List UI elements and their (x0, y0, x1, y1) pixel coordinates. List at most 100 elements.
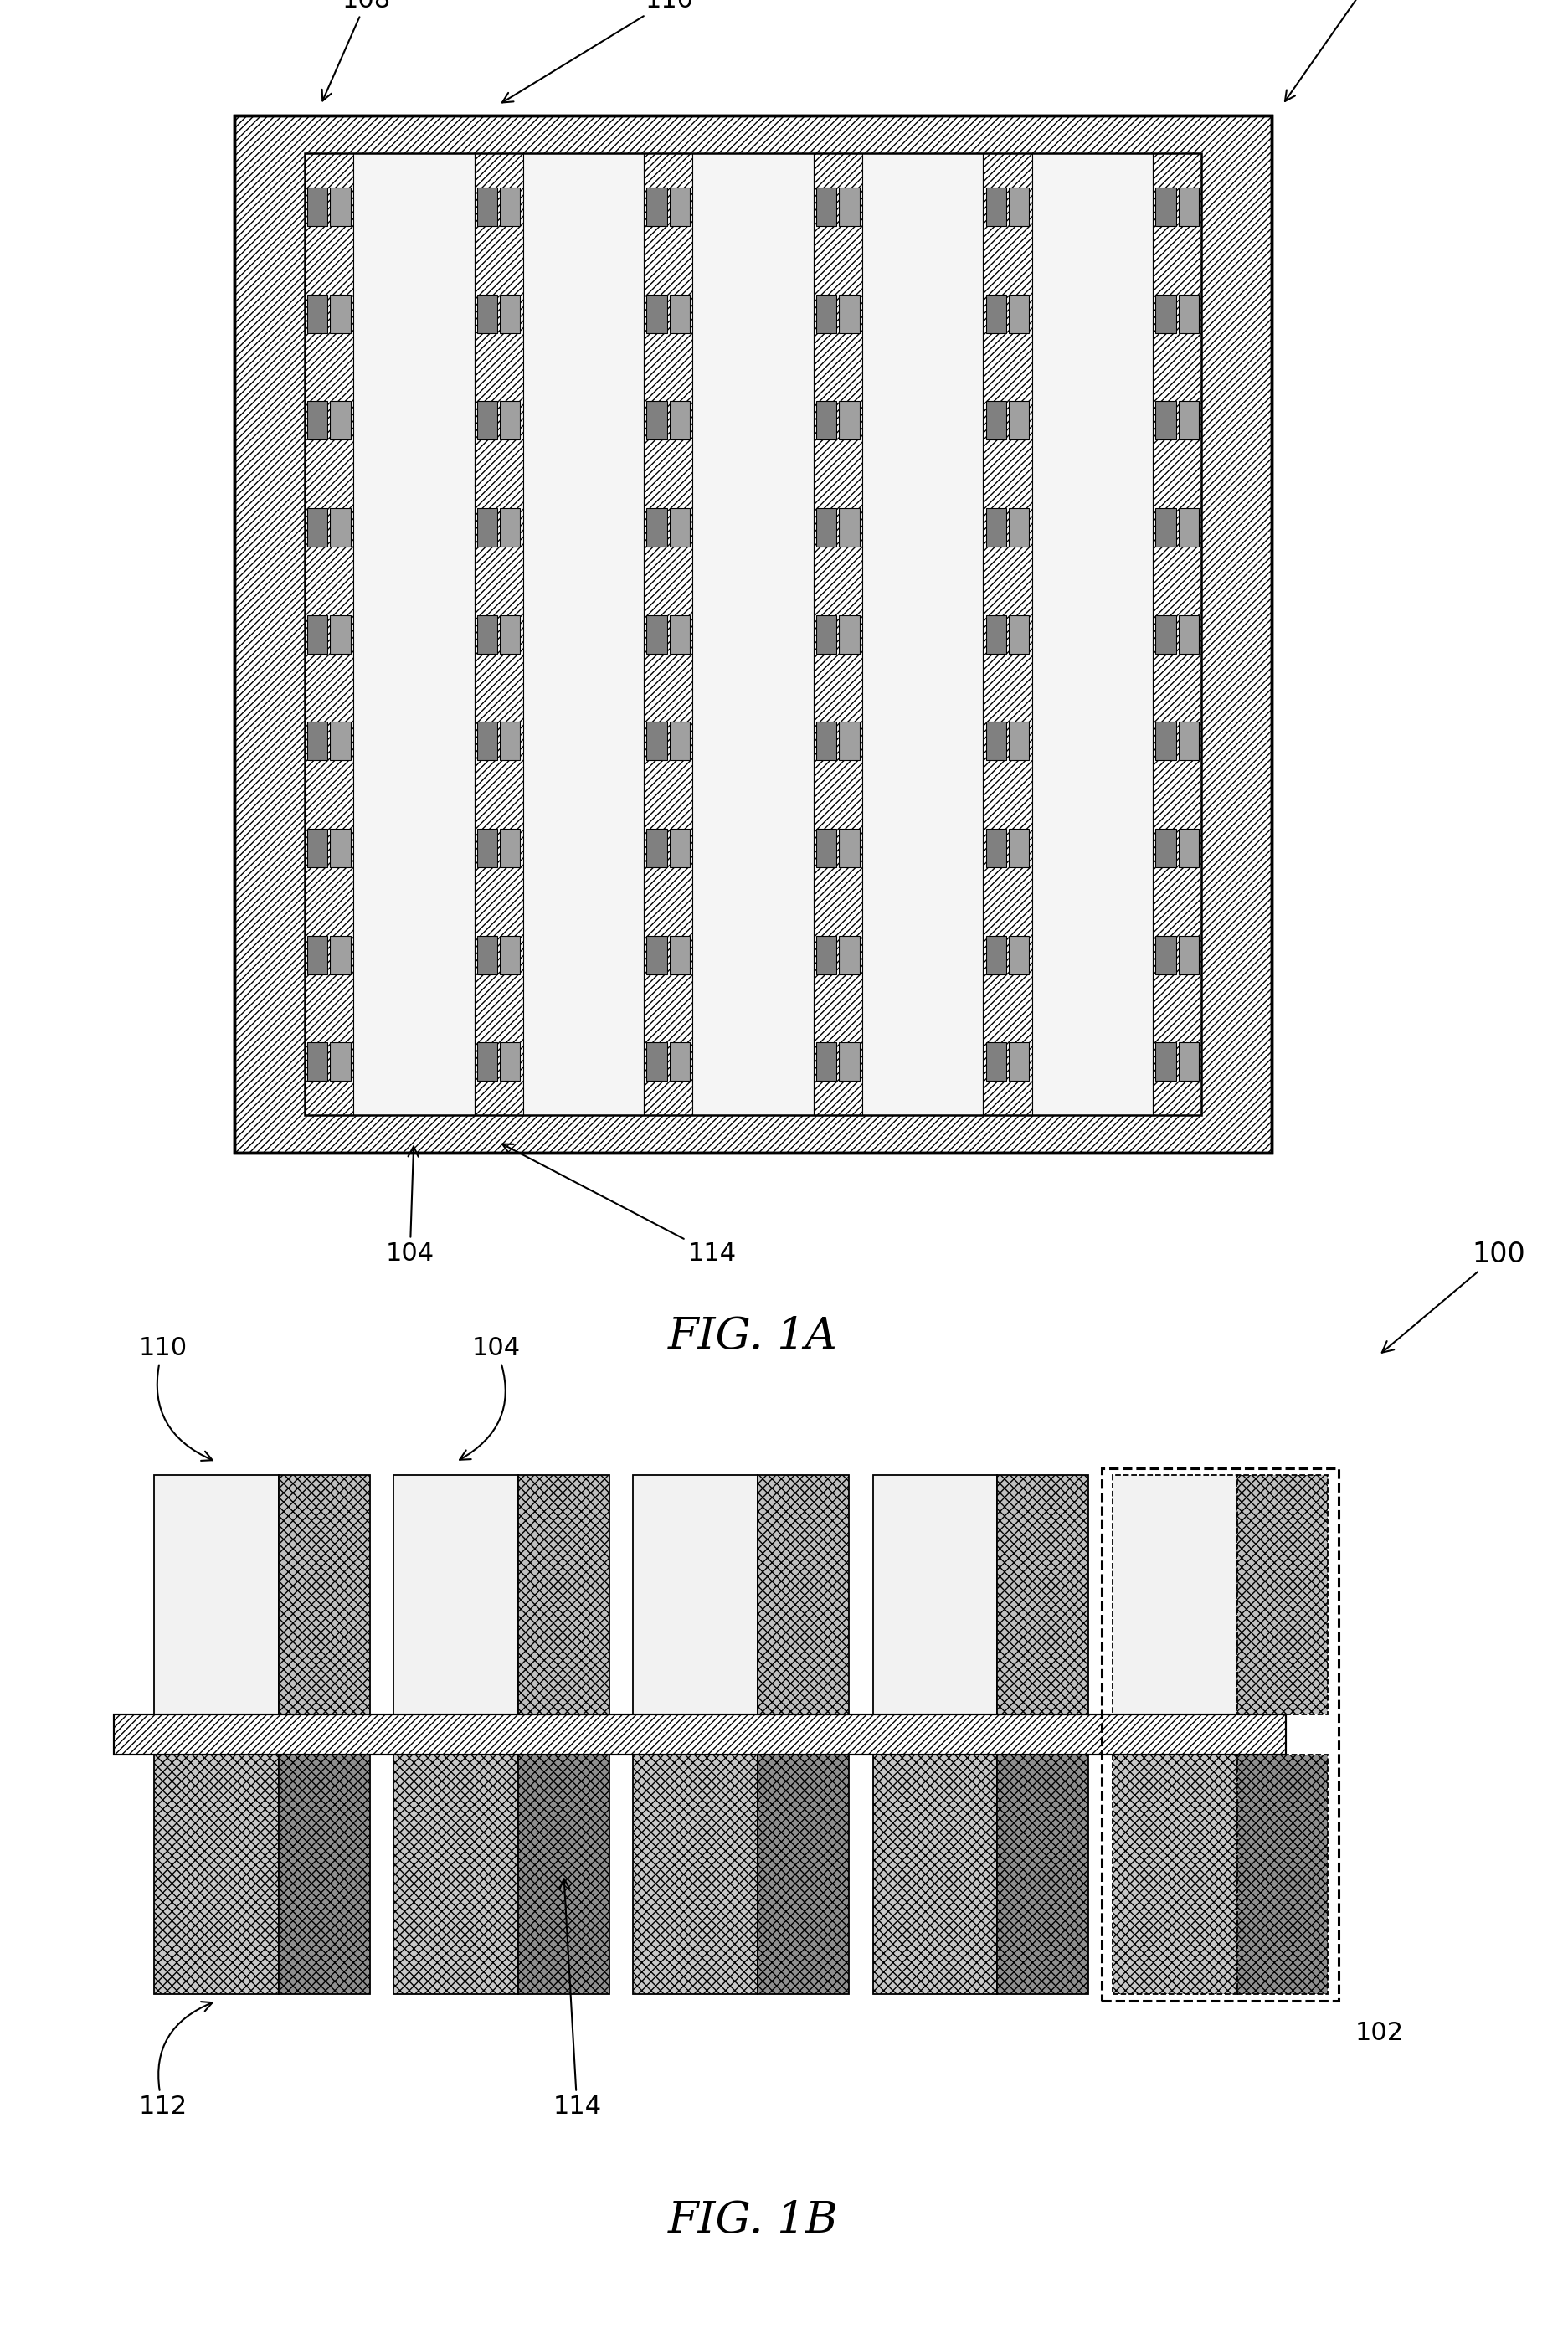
Bar (1112, 1475, 1237, 1715)
Bar (670, 294, 690, 334)
Bar (500, 829, 521, 867)
Bar (477, 615, 497, 653)
Bar (646, 294, 666, 334)
Bar (1154, 829, 1176, 867)
Bar (691, 153, 814, 1116)
Bar (329, 402, 351, 439)
Bar (815, 188, 836, 226)
Bar (839, 188, 859, 226)
Text: 112: 112 (138, 2001, 212, 2119)
Bar (985, 294, 1005, 334)
Bar (1154, 402, 1176, 439)
Bar (633, 1755, 757, 1994)
Bar (154, 1475, 279, 1715)
Bar (307, 615, 328, 653)
Bar (1154, 1043, 1176, 1081)
Bar (839, 294, 859, 334)
Bar (477, 935, 497, 975)
Bar (1178, 188, 1198, 226)
Bar (1154, 615, 1176, 653)
Bar (815, 721, 836, 761)
Bar (1008, 721, 1029, 761)
Bar (1154, 294, 1176, 334)
Bar (114, 1715, 1284, 1755)
Bar (500, 721, 521, 761)
Bar (307, 829, 328, 867)
Bar (1032, 153, 1152, 1116)
Bar (114, 1715, 1284, 1755)
Bar (633, 1475, 757, 1715)
Text: 110: 110 (502, 0, 693, 103)
Text: FIG. 1B: FIG. 1B (668, 2199, 837, 2241)
Bar (839, 829, 859, 867)
Bar (757, 1755, 848, 1994)
Bar (691, 153, 814, 1116)
Bar (1154, 507, 1176, 547)
Bar (500, 507, 521, 547)
Bar (646, 721, 666, 761)
Bar (1178, 935, 1198, 975)
Bar (307, 294, 328, 334)
Bar (815, 1043, 836, 1081)
Bar (1178, 615, 1198, 653)
Bar (1237, 1755, 1328, 1994)
Bar (1008, 1043, 1029, 1081)
Bar (307, 507, 328, 547)
Bar (670, 829, 690, 867)
Bar (1008, 615, 1029, 653)
Bar (1178, 1043, 1198, 1081)
Bar (307, 1043, 328, 1081)
Bar (500, 615, 521, 653)
Bar (757, 1475, 848, 1715)
Bar (1008, 188, 1029, 226)
Bar (477, 402, 497, 439)
Bar (1008, 294, 1029, 334)
Bar (814, 153, 862, 1116)
Bar (329, 188, 351, 226)
Bar (646, 188, 666, 226)
Bar (815, 829, 836, 867)
Bar (646, 935, 666, 975)
Bar (985, 1043, 1005, 1081)
Bar (985, 829, 1005, 867)
Bar (304, 153, 1201, 1116)
Bar (329, 721, 351, 761)
Text: 108: 108 (321, 0, 390, 101)
Bar (997, 1755, 1088, 1994)
Bar (307, 721, 328, 761)
Bar (646, 829, 666, 867)
Bar (1152, 153, 1201, 1116)
Bar (307, 188, 328, 226)
Bar (500, 402, 521, 439)
Bar (474, 153, 522, 1116)
Bar (477, 1043, 497, 1081)
Bar (329, 829, 351, 867)
Bar (279, 1755, 370, 1994)
Bar (1237, 1475, 1328, 1715)
Bar (670, 615, 690, 653)
Bar (646, 1043, 666, 1081)
Bar (670, 721, 690, 761)
Bar (670, 507, 690, 547)
Bar (114, 1715, 1284, 1755)
Bar (329, 615, 351, 653)
Bar (154, 1475, 279, 1715)
Text: 100: 100 (1284, 0, 1417, 101)
Bar (517, 1475, 608, 1715)
Bar (862, 153, 983, 1116)
Bar (304, 153, 1201, 1116)
Bar (1008, 402, 1029, 439)
Bar (646, 615, 666, 653)
Bar (307, 402, 328, 439)
Bar (815, 507, 836, 547)
Bar (839, 721, 859, 761)
Bar (872, 1755, 997, 1994)
Bar (983, 153, 1032, 1116)
Bar (304, 153, 353, 1116)
Bar (646, 507, 666, 547)
Bar (329, 1043, 351, 1081)
Bar (329, 507, 351, 547)
Bar (670, 188, 690, 226)
Text: 114: 114 (502, 1144, 737, 1266)
Bar (646, 402, 666, 439)
